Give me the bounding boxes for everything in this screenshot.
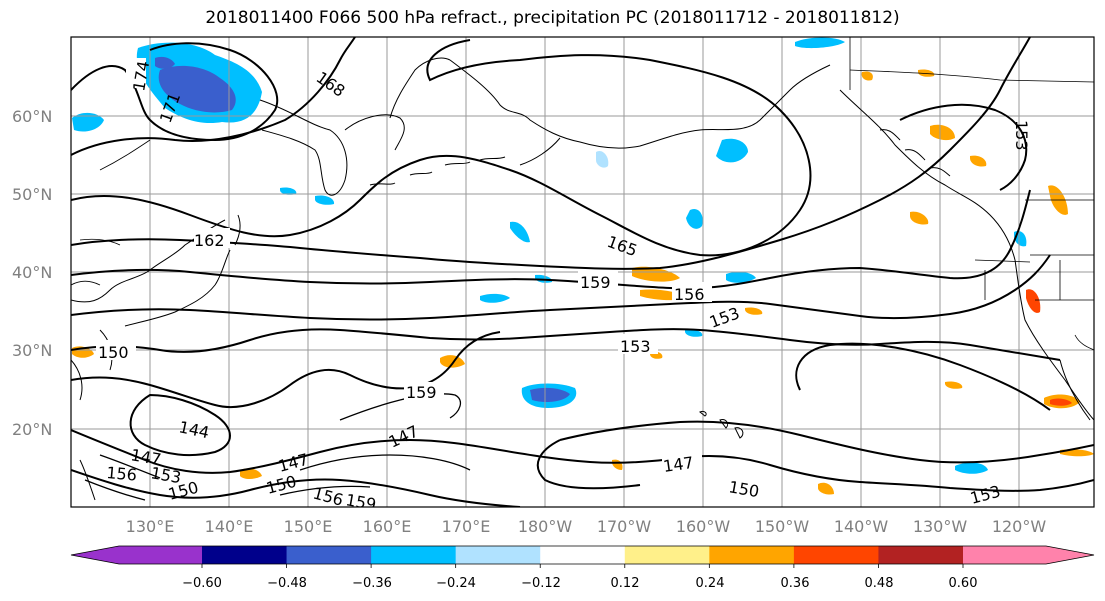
colorbar-tick: 0.36 (781, 576, 810, 591)
colorbar-tick: 0.48 (865, 576, 894, 591)
contour-label: 159 (580, 273, 611, 292)
lon-label: 160°E (363, 517, 412, 536)
contour-label: 153 (1012, 120, 1031, 151)
colorbar-segment (540, 546, 626, 564)
colorbar (70, 545, 1095, 568)
colorbar-segment (963, 546, 1094, 564)
contour-label: 156 (674, 285, 705, 304)
contour-label: 159 (344, 490, 377, 514)
map-title: 2018011400 F066 500 hPa refract., precip… (205, 8, 900, 28)
lon-label: 170°E (442, 517, 491, 536)
colorbar-tick: 0.24 (696, 576, 725, 591)
lat-label-30n: 30°N (12, 341, 52, 360)
colorbar-segment (709, 546, 795, 564)
contour-labels: 174 171 168 162 165 159 156 153 153 153 … (96, 58, 1031, 514)
colorbar-segment (878, 546, 964, 564)
longitude-labels: 130°E 140°E 150°E 160°E 170°E 180°W 170°… (126, 517, 1047, 536)
colorbar-segment (455, 546, 541, 564)
colorbar-segment (793, 546, 879, 564)
contour-label: 159 (406, 383, 437, 402)
political-borders (71, 37, 1094, 351)
map-frame (70, 36, 1095, 508)
contour-label: 150 (98, 343, 129, 362)
coastlines (71, 57, 1094, 501)
colorbar-tick: 0.60 (949, 576, 978, 591)
lon-label: 150°E (284, 517, 333, 536)
colorbar-tick: −0.12 (521, 576, 561, 591)
contour-label: 156 (106, 463, 138, 485)
lon-label: 130°W (913, 517, 968, 536)
contour-label: 162 (194, 231, 225, 250)
colorbar-segment (371, 546, 457, 564)
colorbar-segment (624, 546, 710, 564)
lon-label: 160°W (676, 517, 731, 536)
contour-label: 147 (662, 453, 695, 476)
shaded-precipitation-areas (72, 37, 1094, 495)
lon-label: 120°W (992, 517, 1047, 536)
colorbar-tick: −0.24 (436, 576, 476, 591)
colorbar-ticks: −0.60 −0.48 −0.36 −0.24 −0.12 0.12 0.24 … (182, 576, 977, 591)
lon-label: 150°W (755, 517, 810, 536)
colorbar-tick: 0.12 (611, 576, 640, 591)
lon-label: 130°E (126, 517, 175, 536)
graticule (71, 37, 1094, 507)
colorbar-segment (202, 546, 288, 564)
lat-label-20n: 20°N (12, 420, 52, 439)
lon-label: 140°W (834, 517, 889, 536)
colorbar-segment (71, 546, 202, 564)
latitude-labels: 60°N 50°N 40°N 30°N 20°N (12, 107, 52, 439)
colorbar-segment (286, 546, 372, 564)
lon-label: 170°W (597, 517, 652, 536)
contour-label: 156 (311, 484, 345, 510)
lon-label: 180°W (518, 517, 573, 536)
colorbar-tick: −0.36 (352, 576, 392, 591)
contour-label: 153 (620, 337, 651, 356)
colorbar-tick: −0.48 (267, 576, 307, 591)
colorbar-tick: −0.60 (182, 576, 222, 591)
lat-label-40n: 40°N (12, 263, 52, 282)
lat-label-50n: 50°N (12, 185, 52, 204)
colorbar-outline (70, 545, 1095, 565)
lat-label-60n: 60°N (12, 107, 52, 126)
lon-label: 140°E (205, 517, 254, 536)
